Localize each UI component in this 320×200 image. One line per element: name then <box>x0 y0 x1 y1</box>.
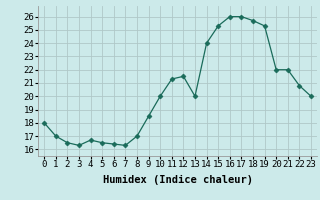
X-axis label: Humidex (Indice chaleur): Humidex (Indice chaleur) <box>103 175 252 185</box>
